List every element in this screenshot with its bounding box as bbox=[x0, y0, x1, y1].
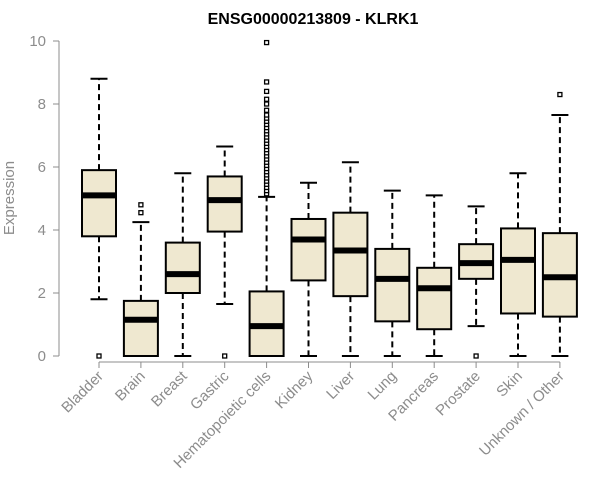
x-tick-label-prostate: Prostate bbox=[432, 368, 484, 420]
iqr-box bbox=[290, 217, 327, 282]
y-tick-label: 0 bbox=[38, 348, 46, 365]
x-tick-label-liver: Liver bbox=[323, 368, 358, 403]
box-bladder bbox=[81, 77, 117, 359]
y-axis: 0 2 4 6 8 10 bbox=[29, 33, 60, 365]
outlier-point bbox=[263, 79, 270, 85]
outlier-point bbox=[263, 101, 270, 107]
iqr-box bbox=[206, 175, 243, 233]
x-tick-label-lung: Lung bbox=[365, 368, 401, 404]
iqr-box bbox=[81, 169, 117, 238]
iqr-box bbox=[122, 299, 159, 357]
chart-title: ENSG00000213809 - KLRK1 bbox=[208, 11, 419, 28]
y-tick-label: 10 bbox=[29, 33, 46, 50]
iqr-box bbox=[416, 266, 453, 331]
box-kidney bbox=[290, 181, 327, 357]
y-tick-label: 2 bbox=[38, 285, 46, 302]
box-unknown-other bbox=[541, 91, 578, 357]
outlier-point bbox=[263, 39, 270, 46]
box-pancreas bbox=[416, 194, 453, 357]
box-lung bbox=[374, 189, 411, 357]
outlier-point bbox=[138, 202, 144, 208]
outlier-point bbox=[557, 91, 563, 98]
x-tick-label-breast: Breast bbox=[148, 367, 191, 410]
x-tick-label-skin: Skin bbox=[493, 368, 526, 401]
outlier-point bbox=[263, 88, 270, 95]
box-prostate bbox=[458, 205, 495, 359]
outlier-point bbox=[263, 107, 270, 113]
box-gastric bbox=[206, 145, 243, 359]
x-tick-label-brain: Brain bbox=[112, 368, 149, 405]
outlier-point bbox=[473, 353, 479, 359]
x-tick-label-kidney: Kidney bbox=[272, 367, 317, 412]
x-tick-label-bladder: Bladder bbox=[58, 368, 107, 417]
box-hematopoietic-cells bbox=[248, 39, 285, 357]
y-tick-label: 6 bbox=[38, 159, 46, 176]
y-axis-label: Expression bbox=[1, 161, 18, 235]
iqr-box bbox=[332, 211, 369, 298]
outlier-point bbox=[138, 210, 144, 216]
iqr-box bbox=[374, 247, 411, 323]
outlier-point bbox=[96, 353, 102, 359]
iqr-box bbox=[164, 241, 201, 295]
outlier-point bbox=[263, 96, 270, 102]
outlier-point bbox=[222, 353, 228, 359]
box-breast bbox=[164, 172, 201, 357]
y-tick-label: 4 bbox=[38, 222, 46, 239]
iqr-box bbox=[500, 227, 536, 315]
plot-area bbox=[81, 39, 578, 359]
outlier-point bbox=[263, 112, 270, 118]
y-tick-label: 8 bbox=[38, 96, 46, 113]
box-skin bbox=[500, 172, 536, 357]
box-liver bbox=[332, 161, 369, 357]
box-brain bbox=[122, 202, 159, 357]
